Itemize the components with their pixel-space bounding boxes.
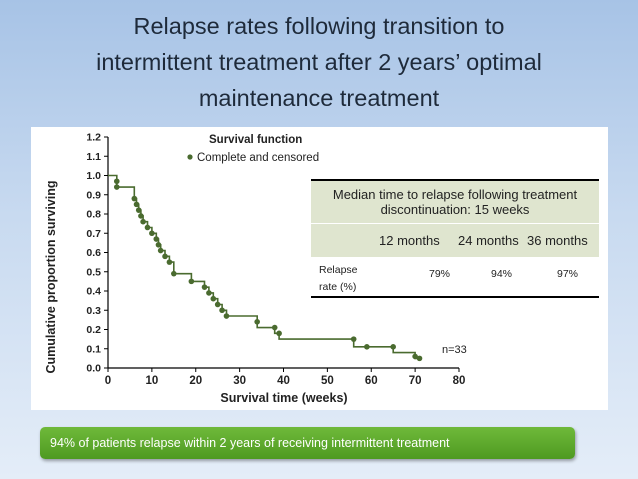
column-12-months: 12 months bbox=[379, 233, 440, 248]
x-tick-label: 10 bbox=[145, 375, 158, 387]
data-point bbox=[214, 301, 221, 308]
value-12-months: 79% bbox=[429, 268, 451, 280]
data-point bbox=[133, 201, 140, 208]
data-point bbox=[140, 218, 146, 225]
y-tick-label: 0.0 bbox=[86, 363, 101, 375]
data-point bbox=[210, 295, 217, 302]
y-tick-label: 1.0 bbox=[86, 170, 101, 182]
y-tick-label: 1.2 bbox=[86, 132, 101, 144]
data-point bbox=[138, 213, 144, 219]
y-tick-label: 0.8 bbox=[86, 209, 101, 221]
table-column-row: 12 months 24 months 36 months bbox=[311, 224, 599, 257]
y-tick-label: 0.9 bbox=[86, 189, 101, 201]
x-tick-label: 0 bbox=[105, 375, 111, 387]
column-24-months: 24 months bbox=[458, 233, 519, 248]
x-tick-label: 50 bbox=[321, 375, 334, 387]
title-line-3: maintenance treatment bbox=[198, 85, 440, 111]
slide-title: Relapse rates following transition to in… bbox=[30, 8, 608, 116]
n-annotation: n=33 bbox=[442, 344, 467, 356]
y-tick-label: 0.3 bbox=[86, 305, 101, 317]
data-point bbox=[149, 230, 155, 237]
column-36-months: 36 months bbox=[527, 233, 588, 248]
x-axis-label: Survival time (weeks) bbox=[220, 391, 347, 405]
relapse-table: Median time to relapse following treatme… bbox=[311, 172, 599, 300]
value-24-months: 94% bbox=[491, 268, 513, 280]
data-point bbox=[113, 178, 120, 185]
data-point bbox=[162, 253, 168, 260]
chart-title: Survival function bbox=[209, 134, 302, 146]
data-point bbox=[131, 195, 138, 202]
x-tick-label: 70 bbox=[409, 375, 422, 387]
data-point bbox=[416, 355, 423, 362]
x-tick-label: 20 bbox=[189, 375, 202, 387]
data-point bbox=[155, 242, 162, 248]
legend-label: Complete and censored bbox=[197, 152, 319, 164]
y-tick-label: 0.4 bbox=[86, 286, 101, 298]
footer-banner: 94% of patients relapse within 2 years o… bbox=[40, 427, 575, 459]
y-tick-label: 1.1 bbox=[86, 151, 101, 163]
data-point bbox=[144, 224, 151, 231]
title-line-1: Relapse rates following transition to bbox=[133, 13, 505, 39]
data-points bbox=[113, 178, 423, 362]
y-axis-label: Cumulative proportion surviving bbox=[44, 180, 58, 373]
data-point bbox=[153, 236, 160, 242]
y-tick-label: 0.7 bbox=[86, 228, 101, 240]
data-point bbox=[271, 324, 278, 331]
table-header: Median time to relapse following treatme… bbox=[311, 179, 599, 223]
data-point bbox=[206, 290, 212, 296]
data-point bbox=[157, 247, 164, 254]
data-point bbox=[113, 184, 120, 190]
row-label-line-1: Relapse bbox=[319, 264, 358, 276]
row-label-line-2: rate (%) bbox=[319, 281, 357, 293]
y-tick-label: 0.1 bbox=[86, 343, 101, 355]
data-point bbox=[201, 284, 208, 290]
x-tick-label: 40 bbox=[277, 375, 290, 387]
axes: 0.0 0.1 0.2 0.3 0.4 0.5 0.6 0.7 0.8 0.9 1.0 1.1 1.2 0… bbox=[86, 132, 465, 388]
data-point bbox=[135, 207, 142, 213]
data-point bbox=[276, 330, 282, 337]
data-point bbox=[364, 344, 370, 350]
x-tick-label: 80 bbox=[453, 375, 466, 387]
row-label: Relapse rate (%) bbox=[319, 262, 358, 296]
y-tick-label: 0.5 bbox=[86, 266, 101, 278]
data-point bbox=[412, 353, 418, 360]
value-36-months: 97% bbox=[557, 268, 579, 280]
data-point bbox=[223, 313, 230, 319]
data-point bbox=[166, 259, 173, 265]
data-point bbox=[350, 336, 357, 342]
data-point bbox=[188, 278, 195, 285]
data-point bbox=[390, 344, 396, 350]
x-tick-label: 60 bbox=[365, 375, 378, 387]
title-line-2: intermittent treatment after 2 years’ op… bbox=[96, 49, 542, 75]
data-point bbox=[171, 270, 177, 277]
chart-panel: 0.0 0.1 0.2 0.3 0.4 0.5 0.6 0.7 0.8 0.9 1.0 1.1 1.2 0… bbox=[31, 127, 608, 410]
x-tick-label: 30 bbox=[233, 375, 246, 387]
y-tick-label: 0.2 bbox=[86, 324, 101, 336]
data-point bbox=[254, 319, 260, 325]
table-row: Relapse rate (%) 79% 94% 97% bbox=[311, 258, 599, 298]
data-point bbox=[219, 307, 225, 314]
survival-chart: 0.0 0.1 0.2 0.3 0.4 0.5 0.6 0.7 0.8 0.9 1.0 1.1 1.2 0… bbox=[44, 132, 467, 406]
y-tick-label: 0.6 bbox=[86, 247, 101, 259]
legend-marker bbox=[187, 154, 193, 160]
